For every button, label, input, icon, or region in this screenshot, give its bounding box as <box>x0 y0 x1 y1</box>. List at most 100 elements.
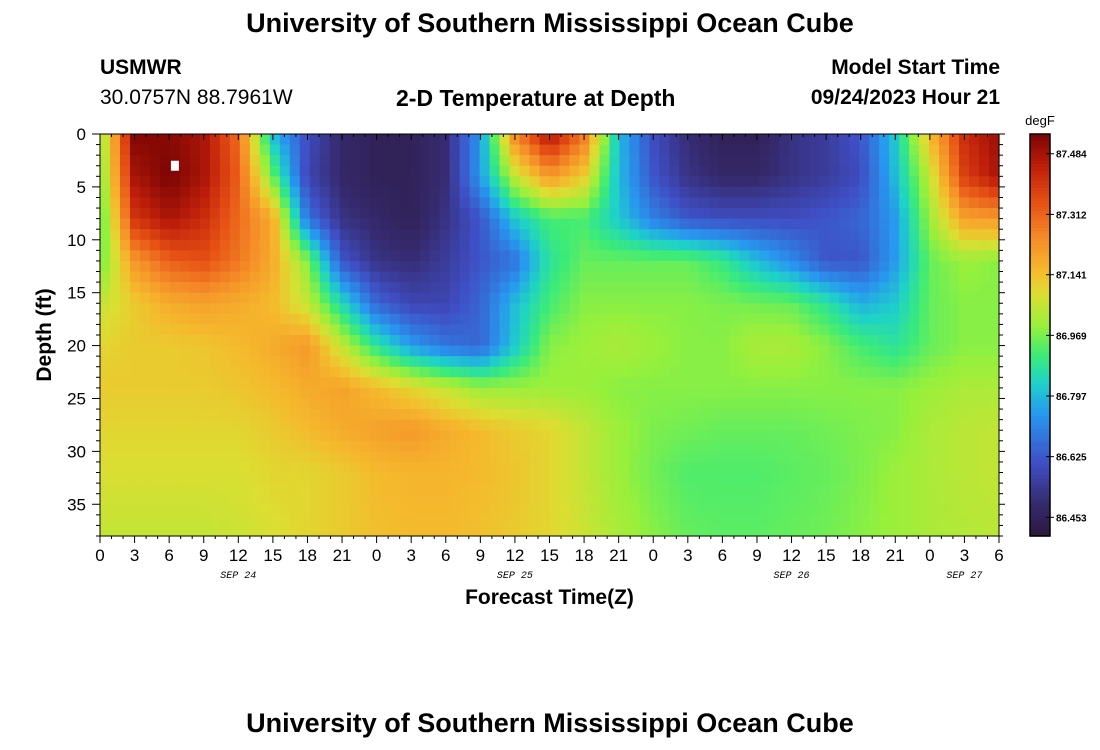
heatmap-cell <box>779 504 790 516</box>
page-title: University of Southern Mississippi Ocean… <box>246 8 854 38</box>
heatmap-cell <box>199 218 211 230</box>
heatmap-cell <box>189 504 201 516</box>
heatmap-cell <box>779 292 790 304</box>
heatmap-cell <box>499 186 511 199</box>
heatmap-cell <box>829 313 840 326</box>
heatmap-cell <box>909 208 920 220</box>
heatmap-cell <box>159 155 171 167</box>
heatmap-cell <box>989 461 1000 474</box>
heatmap-cell <box>459 313 471 326</box>
heatmap-cell <box>319 493 331 505</box>
heatmap-cell <box>639 134 650 146</box>
heatmap-cell <box>559 218 571 230</box>
heatmap-cell <box>489 239 501 251</box>
heatmap-cell <box>739 271 750 283</box>
heatmap-cell <box>609 377 621 389</box>
heatmap-cell <box>559 197 571 209</box>
heatmap-cell <box>169 229 181 241</box>
heatmap-cell <box>189 176 201 188</box>
heatmap-cell <box>519 525 531 537</box>
heatmap-cell <box>449 144 461 156</box>
heatmap-cell <box>139 313 151 326</box>
heatmap-cell <box>519 430 531 442</box>
heatmap-cell <box>359 451 371 463</box>
heatmap-cell <box>659 525 670 537</box>
heatmap-cell <box>309 282 321 294</box>
heatmap-cell <box>199 504 211 516</box>
heatmap-cell <box>639 144 650 156</box>
heatmap-cell <box>249 176 261 188</box>
heatmap-cell <box>509 165 521 177</box>
heatmap-cell <box>119 271 131 283</box>
heatmap-cell <box>369 303 381 315</box>
heatmap-cell <box>769 134 780 146</box>
heatmap-cell <box>539 525 551 537</box>
heatmap-cell <box>639 366 650 378</box>
heatmap-cell <box>499 366 511 378</box>
heatmap-cell <box>789 493 800 505</box>
heatmap-cell <box>769 472 780 484</box>
heatmap-cell <box>149 155 161 167</box>
heatmap-cell <box>309 324 321 336</box>
heatmap-cell <box>879 134 890 146</box>
heatmap-cell <box>349 366 361 378</box>
heatmap-cell <box>759 260 770 273</box>
heatmap-cell <box>499 208 511 220</box>
heatmap-cell <box>979 493 990 505</box>
heatmap-cell <box>769 366 780 378</box>
heatmap-cell <box>819 176 830 188</box>
heatmap-cell <box>569 197 581 209</box>
heatmap-cell <box>829 218 840 230</box>
heatmap-cell <box>569 451 581 463</box>
heatmap-cell <box>289 134 301 146</box>
heatmap-cell <box>329 356 341 368</box>
heatmap-cell <box>139 398 151 410</box>
heatmap-cell <box>399 165 411 177</box>
heatmap-cell <box>929 461 940 474</box>
heatmap-cell <box>789 155 800 167</box>
heatmap-cell <box>419 514 431 527</box>
heatmap-cell <box>929 409 940 421</box>
heatmap-cell <box>449 239 461 251</box>
heatmap-cell <box>659 514 670 527</box>
heatmap-cell <box>339 271 351 283</box>
heatmap-cell <box>839 134 850 146</box>
heatmap-cell <box>899 377 910 389</box>
heatmap-cell <box>339 504 351 516</box>
heatmap-cell <box>319 356 331 368</box>
colorbar-band <box>1030 455 1050 460</box>
heatmap-cell <box>159 313 171 326</box>
heatmap-cell <box>159 430 171 442</box>
x-tick-label: 18 <box>298 546 317 565</box>
heatmap-cell <box>159 303 171 315</box>
heatmap-cell <box>739 472 750 484</box>
heatmap-cell <box>849 303 860 315</box>
heatmap-cell <box>949 271 960 283</box>
heatmap-cell <box>809 324 820 336</box>
colorbar-band <box>1030 335 1050 339</box>
heatmap-cell <box>109 493 121 505</box>
heatmap-cell <box>519 229 531 241</box>
heatmap-cell <box>559 430 571 442</box>
heatmap-cell <box>559 292 571 304</box>
heatmap-cell <box>989 419 1000 431</box>
heatmap-cell <box>919 260 930 273</box>
heatmap-cell <box>259 387 271 400</box>
heatmap-cell <box>309 144 321 156</box>
heatmap-cell <box>759 271 770 283</box>
heatmap-cell <box>569 398 581 410</box>
heatmap-cell <box>329 239 341 251</box>
heatmap-cell <box>949 387 960 400</box>
heatmap-cell <box>399 398 411 410</box>
heatmap-cell <box>509 218 521 230</box>
heatmap-cell <box>119 335 131 347</box>
heatmap-cell <box>669 483 680 495</box>
colorbar-band <box>1030 462 1050 467</box>
heatmap-cell <box>949 525 960 537</box>
heatmap-cell <box>469 229 481 241</box>
heatmap-cell <box>539 176 551 188</box>
heatmap-cell <box>519 324 531 336</box>
heatmap-cell <box>669 451 680 463</box>
heatmap-cell <box>719 282 730 294</box>
heatmap-cell <box>469 514 481 527</box>
